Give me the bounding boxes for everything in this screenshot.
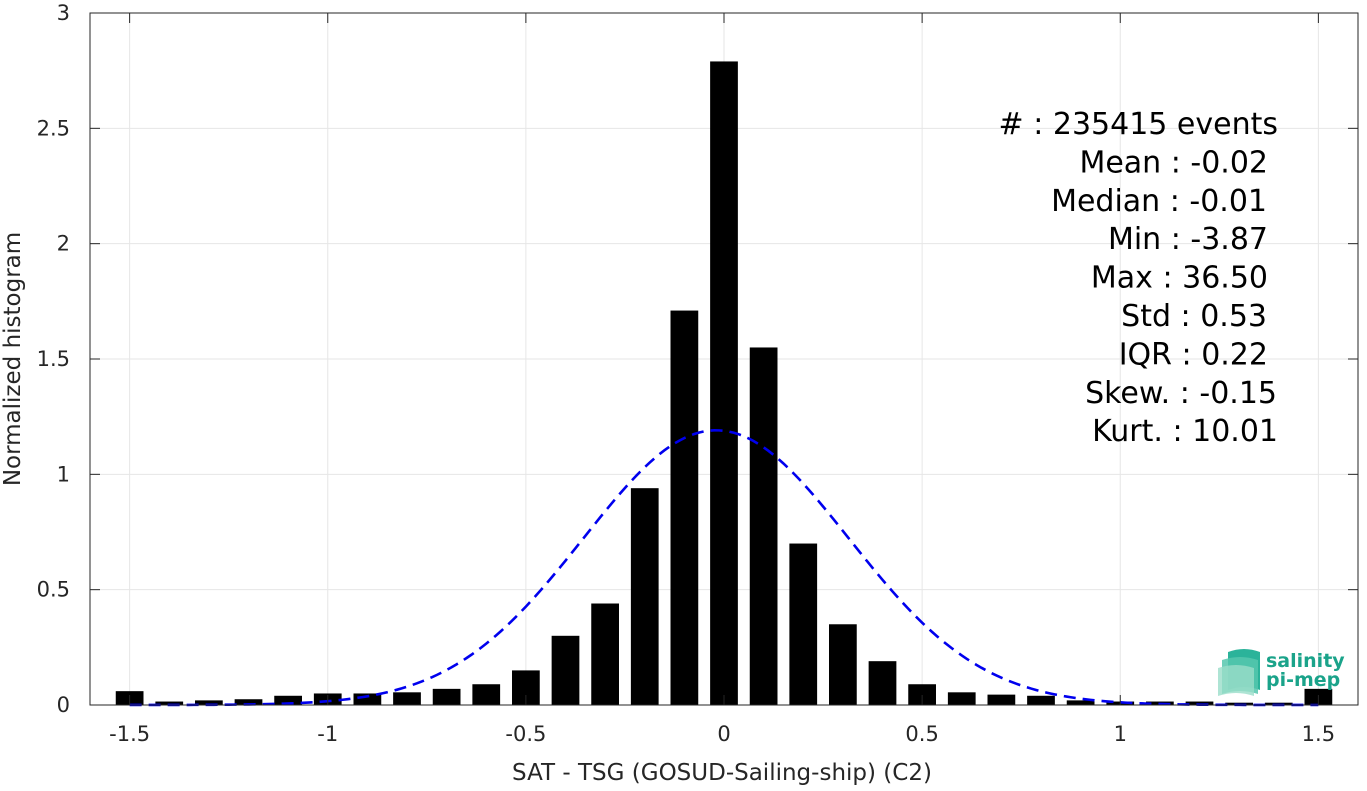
- logo-text-pi-mep: pi-mep: [1266, 669, 1340, 691]
- x-axis-title: SAT - TSG (GOSUD-Sailing-ship) (C2): [512, 760, 932, 786]
- histogram-bar-13: [630, 488, 659, 705]
- histogram-bar-6: [353, 693, 382, 705]
- x-tick-label-6: 1.5: [1302, 722, 1335, 746]
- stat-line-2: Median : -0.01: [1051, 184, 1267, 219]
- histogram-bar-17: [789, 543, 818, 705]
- x-tick-label-5: 1: [1114, 722, 1127, 746]
- histogram-bar-3: [234, 699, 263, 705]
- x-tick-label-3: 0: [717, 722, 730, 746]
- y-tick-label-5: 2.5: [37, 116, 70, 140]
- histogram-bar-14: [670, 310, 699, 705]
- histogram-bar-11: [551, 635, 580, 705]
- histogram-bar-15: [710, 61, 738, 705]
- axis-ticks: -1.5 -1 -0.5 0 0.5 1 1.5 0 0.5 1 1.5 2 2.5 3: [37, 1, 1358, 746]
- histogram-bar-8: [432, 688, 461, 705]
- salinity-pi-mep-logo: salinity pi-mep: [1218, 649, 1345, 696]
- histogram-bar-24: [1066, 700, 1095, 705]
- histogram-bar-21: [947, 692, 976, 705]
- stat-line-1: Mean : -0.02: [1079, 145, 1268, 180]
- histogram-bar-27: [1185, 701, 1214, 705]
- y-tick-label-3: 1.5: [37, 347, 70, 371]
- histogram-bar-4: [274, 695, 302, 705]
- y-tick-label-2: 1: [57, 462, 70, 486]
- y-tick-label-6: 3: [57, 1, 70, 25]
- x-tick-label-2: -0.5: [505, 722, 546, 746]
- histogram-bar-16: [749, 347, 778, 705]
- histogram-bar-7: [393, 692, 421, 705]
- histogram-bar-1: [155, 701, 184, 705]
- y-tick-label-1: 0.5: [37, 578, 70, 602]
- stat-line-3: Min : -3.87: [1108, 222, 1268, 257]
- stat-line-6: IQR : 0.22: [1119, 337, 1268, 372]
- x-tick-label-4: 0.5: [905, 722, 938, 746]
- x-tick-label-0: -1.5: [109, 722, 150, 746]
- histogram-bar-18: [829, 624, 857, 705]
- logo-text-salinity: salinity: [1266, 650, 1345, 672]
- histogram-bar-12: [591, 603, 619, 705]
- logo-waves-icon: [1218, 649, 1260, 696]
- stat-line-8: Kurt. : 10.01: [1092, 414, 1278, 449]
- stat-line-5: Std : 0.53: [1121, 299, 1267, 334]
- y-tick-label-0: 0: [57, 693, 70, 717]
- stat-line-0: # : 235415 events: [999, 107, 1278, 142]
- histogram-bar-19: [868, 661, 897, 705]
- x-tick-label-1: -1: [317, 722, 338, 746]
- stat-line-7: Skew. : -0.15: [1085, 376, 1277, 411]
- histogram-bar-22: [987, 694, 1016, 705]
- stat-line-4: Max : 36.50: [1091, 261, 1268, 296]
- y-tick-label-4: 2: [57, 232, 70, 256]
- histogram-bar-2: [195, 700, 223, 705]
- histogram-bar-9: [472, 684, 501, 705]
- histogram-bar-23: [1027, 695, 1055, 705]
- y-axis-title: Normalized histogram: [0, 232, 26, 486]
- histogram-bar-20: [908, 684, 936, 705]
